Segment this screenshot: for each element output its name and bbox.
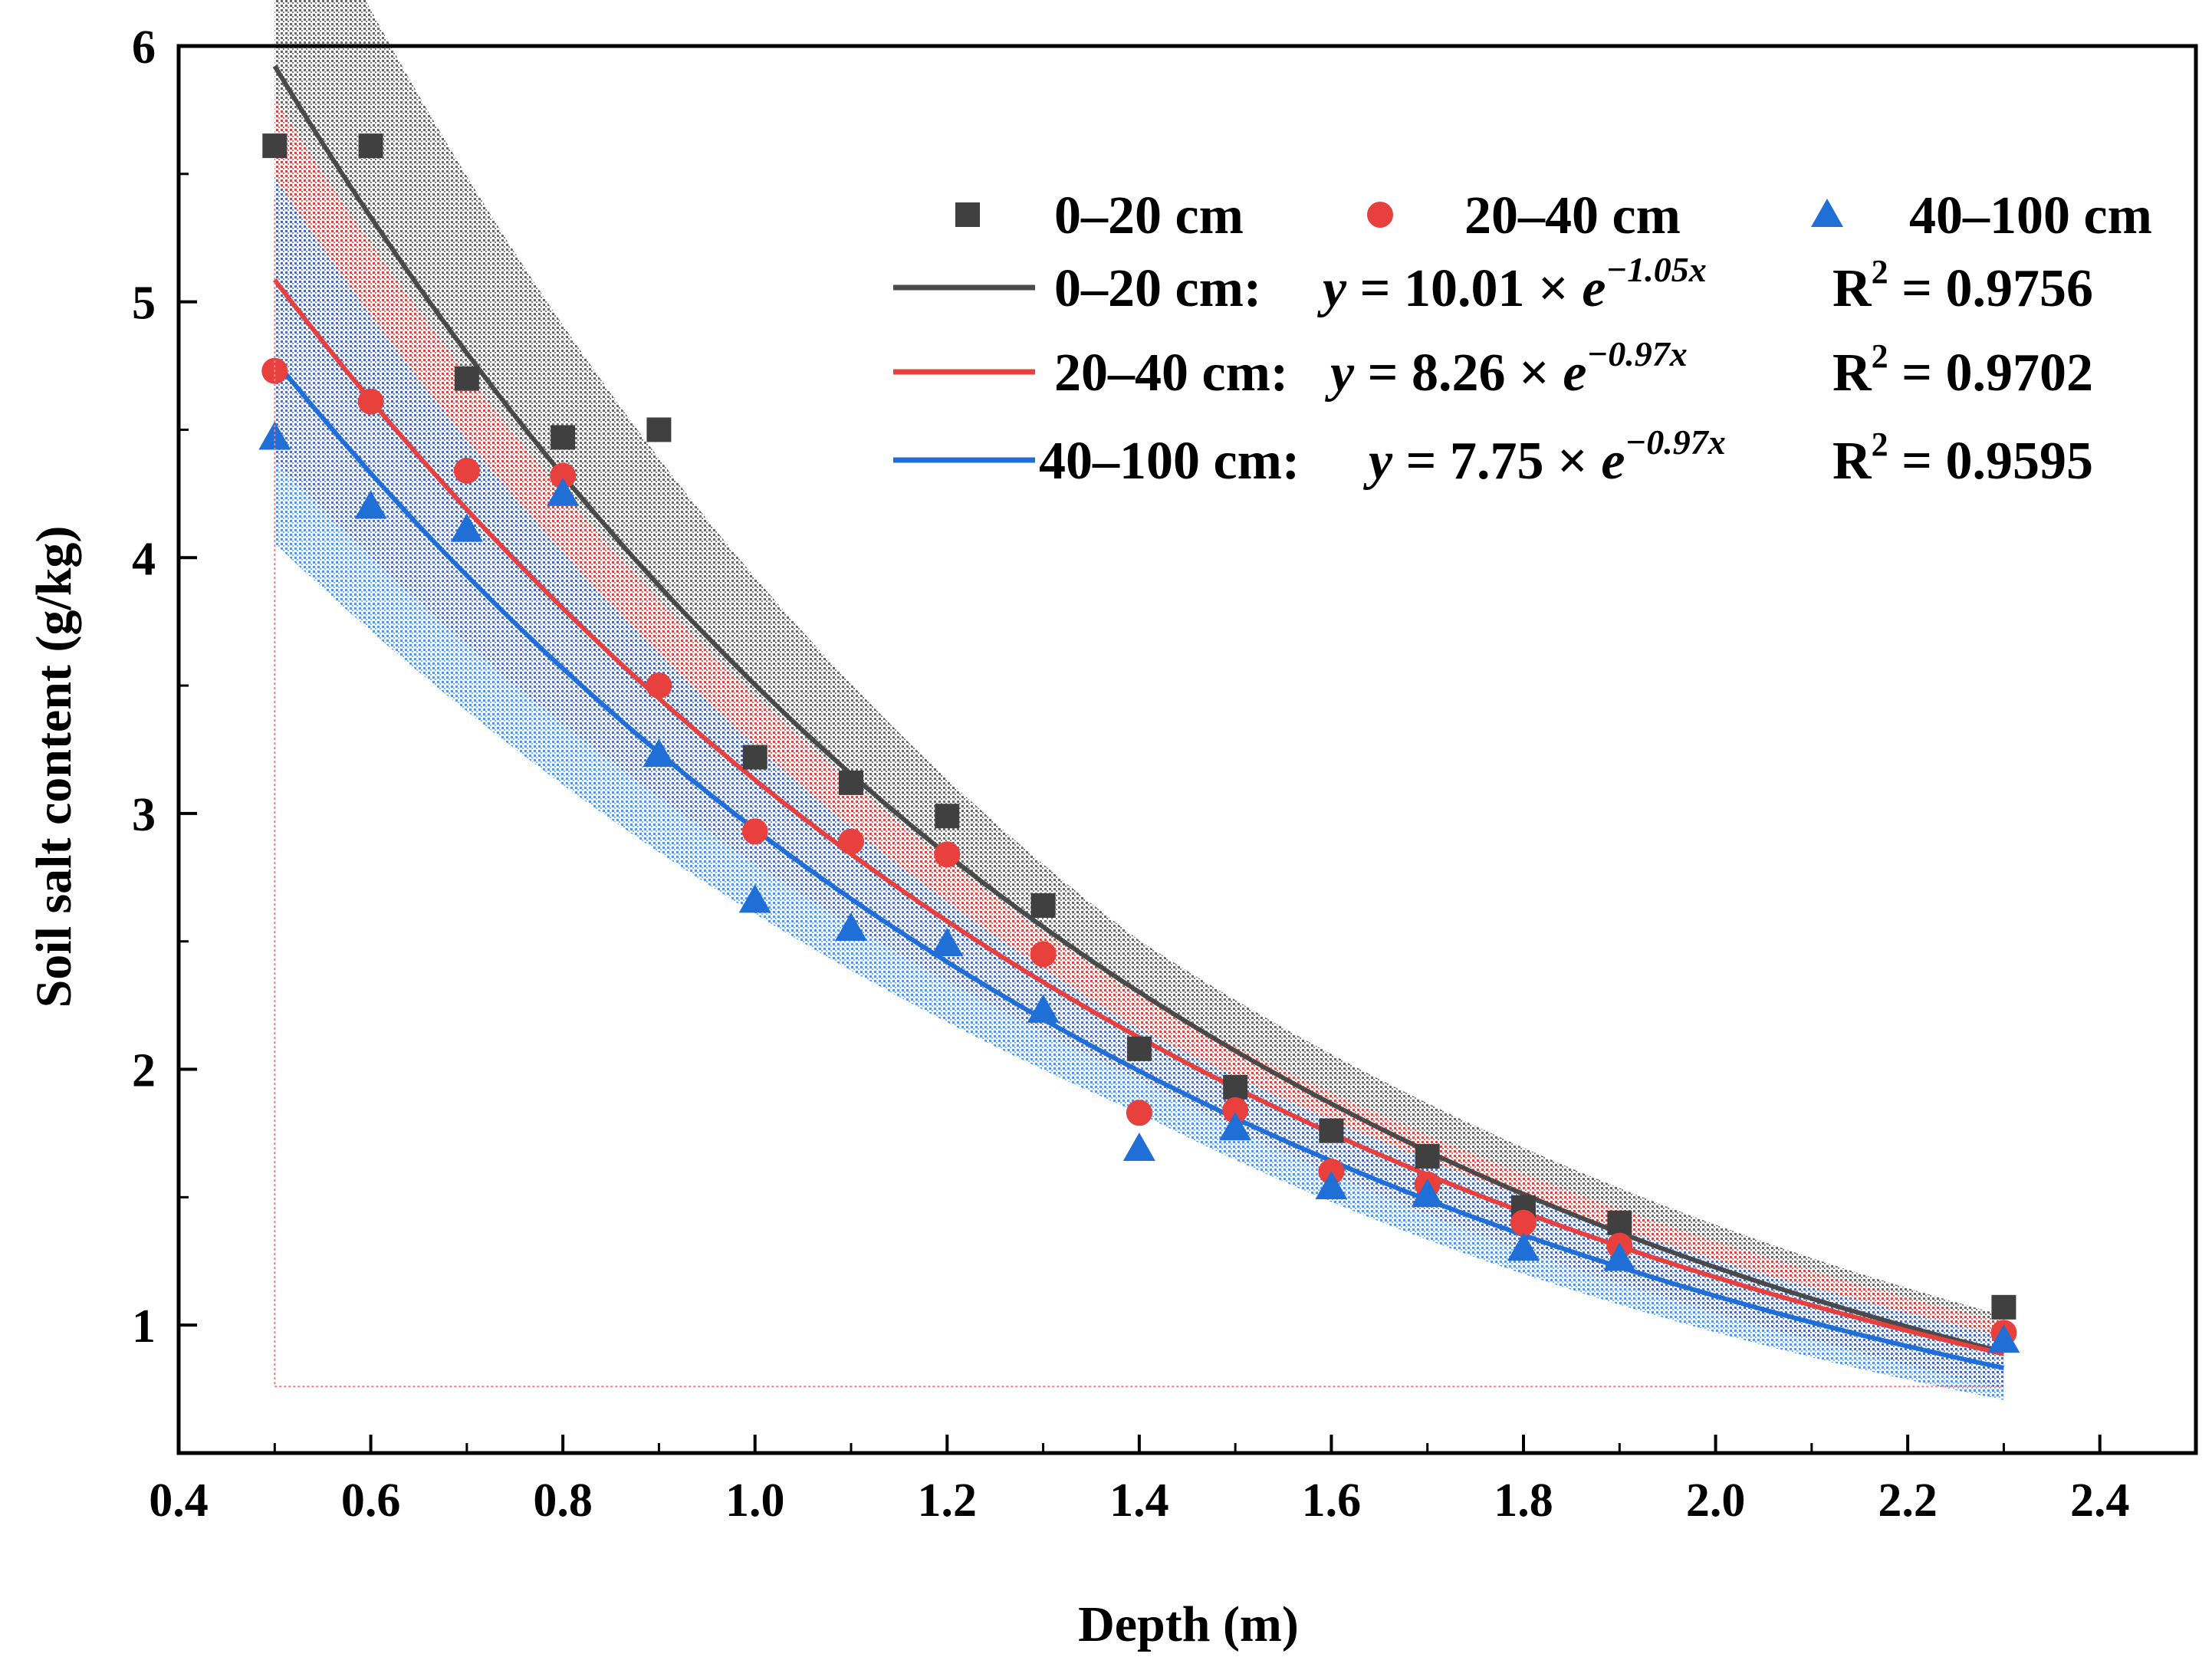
data-point-s1-9 bbox=[1030, 893, 1056, 919]
legend-label-2: 20–40 cm bbox=[1464, 186, 1681, 245]
data-point-s3-13 bbox=[1411, 1179, 1444, 1208]
data-point-s1-7 bbox=[839, 770, 863, 795]
data-point-s3-9 bbox=[1027, 994, 1060, 1023]
data-point-s1-2 bbox=[358, 133, 383, 159]
data-point-s3-10 bbox=[1122, 1132, 1155, 1161]
x-tick-label: 0.8 bbox=[533, 1475, 593, 1527]
x-tick-label: 0.4 bbox=[149, 1475, 209, 1527]
x-tick-label: 2.0 bbox=[1686, 1475, 1746, 1527]
data-point-s1-16 bbox=[1991, 1294, 2016, 1320]
data-point-s2-2 bbox=[357, 388, 384, 415]
data-point-s1-3 bbox=[454, 366, 479, 391]
legend-r2-1: R2 = 0.9756 bbox=[1832, 253, 2093, 318]
y-tick-label: 4 bbox=[132, 533, 156, 585]
data-point-s3-11 bbox=[1219, 1112, 1252, 1141]
x-tick-label: 2.4 bbox=[2070, 1475, 2130, 1527]
y-tick-label: 2 bbox=[132, 1045, 156, 1097]
data-point-s1-12 bbox=[1319, 1118, 1344, 1143]
legend-r2-3: R2 = 0.9595 bbox=[1832, 426, 2093, 491]
legend-label-3: 40–100 cm bbox=[1909, 186, 2152, 245]
x-tick-label: 1.6 bbox=[1302, 1475, 1362, 1527]
y-tick-label: 3 bbox=[132, 789, 156, 841]
data-point-s2-5 bbox=[646, 672, 672, 699]
data-point-s3-14 bbox=[1507, 1232, 1540, 1261]
confidence-bands bbox=[274, 0, 2004, 1400]
data-point-s3-3 bbox=[450, 513, 483, 542]
data-point-s1-11 bbox=[1223, 1074, 1248, 1100]
data-point-s3-2 bbox=[354, 490, 387, 519]
data-point-s2-4 bbox=[550, 462, 577, 489]
data-point-s1-1 bbox=[262, 133, 288, 159]
x-axis-title: Depth (m) bbox=[1078, 1596, 1299, 1652]
data-point-s2-8 bbox=[934, 841, 961, 868]
legend-fit-equation-3: y = 7.75 × e−0.97x bbox=[1363, 422, 1726, 491]
legend: 0–20 cm 20–40 cm 40–100 cm 0–20 cm: y = 10.0… bbox=[893, 186, 2152, 491]
data-point-s1-4 bbox=[551, 425, 576, 450]
y-tick-label: 5 bbox=[132, 278, 156, 330]
data-point-s3-4 bbox=[547, 477, 580, 506]
legend-fit-label-2: 20–40 cm: bbox=[1054, 344, 1288, 403]
data-markers bbox=[258, 133, 2020, 1353]
data-point-s2-9 bbox=[1030, 941, 1057, 968]
data-point-s1-10 bbox=[1126, 1036, 1152, 1061]
fit-curve-3 bbox=[272, 358, 2005, 1371]
legend-r2-2: R2 = 0.9702 bbox=[1832, 337, 2093, 403]
legend-fit-equation-1: y = 10.01 × e−1.05x bbox=[1317, 250, 1707, 318]
legend-fit-label-3: 40–100 cm: bbox=[1039, 432, 1300, 491]
data-point-s2-6 bbox=[741, 818, 768, 845]
x-tick-label: 1.4 bbox=[1109, 1475, 1169, 1527]
data-point-s2-7 bbox=[838, 828, 864, 855]
data-point-s1-15 bbox=[1607, 1210, 1632, 1235]
y-axis-title: Soil salt content (g/kg) bbox=[26, 526, 82, 1008]
y-tick-label: 1 bbox=[132, 1300, 156, 1353]
legend-fit-label-1: 0–20 cm: bbox=[1054, 259, 1261, 318]
x-tick-label: 1.8 bbox=[1494, 1475, 1553, 1527]
data-point-s2-10 bbox=[1126, 1100, 1152, 1126]
data-point-s3-15 bbox=[1603, 1242, 1636, 1271]
data-point-s1-6 bbox=[742, 745, 767, 770]
legend-marker-1 bbox=[955, 202, 980, 227]
x-tick-label: 2.2 bbox=[1878, 1475, 1938, 1527]
legend-fit-equation-2: y = 8.26 × e−0.97x bbox=[1325, 334, 1688, 403]
data-point-s2-11 bbox=[1222, 1096, 1249, 1123]
data-point-s3-16 bbox=[1987, 1324, 2020, 1353]
plot-area-frame bbox=[176, 44, 2198, 1455]
legend-marker-2 bbox=[1367, 202, 1393, 228]
data-point-s3-12 bbox=[1315, 1171, 1348, 1200]
axis-ticks bbox=[177, 44, 2102, 1455]
x-tick-label: 1.2 bbox=[918, 1475, 978, 1527]
data-point-s2-3 bbox=[453, 457, 480, 484]
data-point-s1-13 bbox=[1415, 1143, 1440, 1169]
x-tick-label: 1.0 bbox=[725, 1475, 785, 1527]
data-point-s3-8 bbox=[931, 928, 964, 957]
y-tick-label: 6 bbox=[132, 21, 156, 74]
legend-label-1: 0–20 cm bbox=[1054, 186, 1244, 245]
data-point-s3-7 bbox=[835, 912, 867, 942]
data-point-s1-8 bbox=[935, 804, 960, 829]
data-point-s3-6 bbox=[738, 884, 771, 913]
x-tick-label: 0.6 bbox=[341, 1475, 401, 1527]
data-point-s3-5 bbox=[643, 738, 675, 768]
data-point-s2-14 bbox=[1510, 1209, 1537, 1236]
axis-tick-labels: 0.4 0.6 0.8 1.0 1.2 1.4 1.6 1.8 2.0 2.2 2.4 1 2 3 4 5 6 bbox=[132, 21, 2129, 1527]
confidence-band-3 bbox=[274, 177, 2004, 1400]
data-point-s1-5 bbox=[646, 417, 672, 442]
legend-marker-3 bbox=[1811, 199, 1843, 227]
